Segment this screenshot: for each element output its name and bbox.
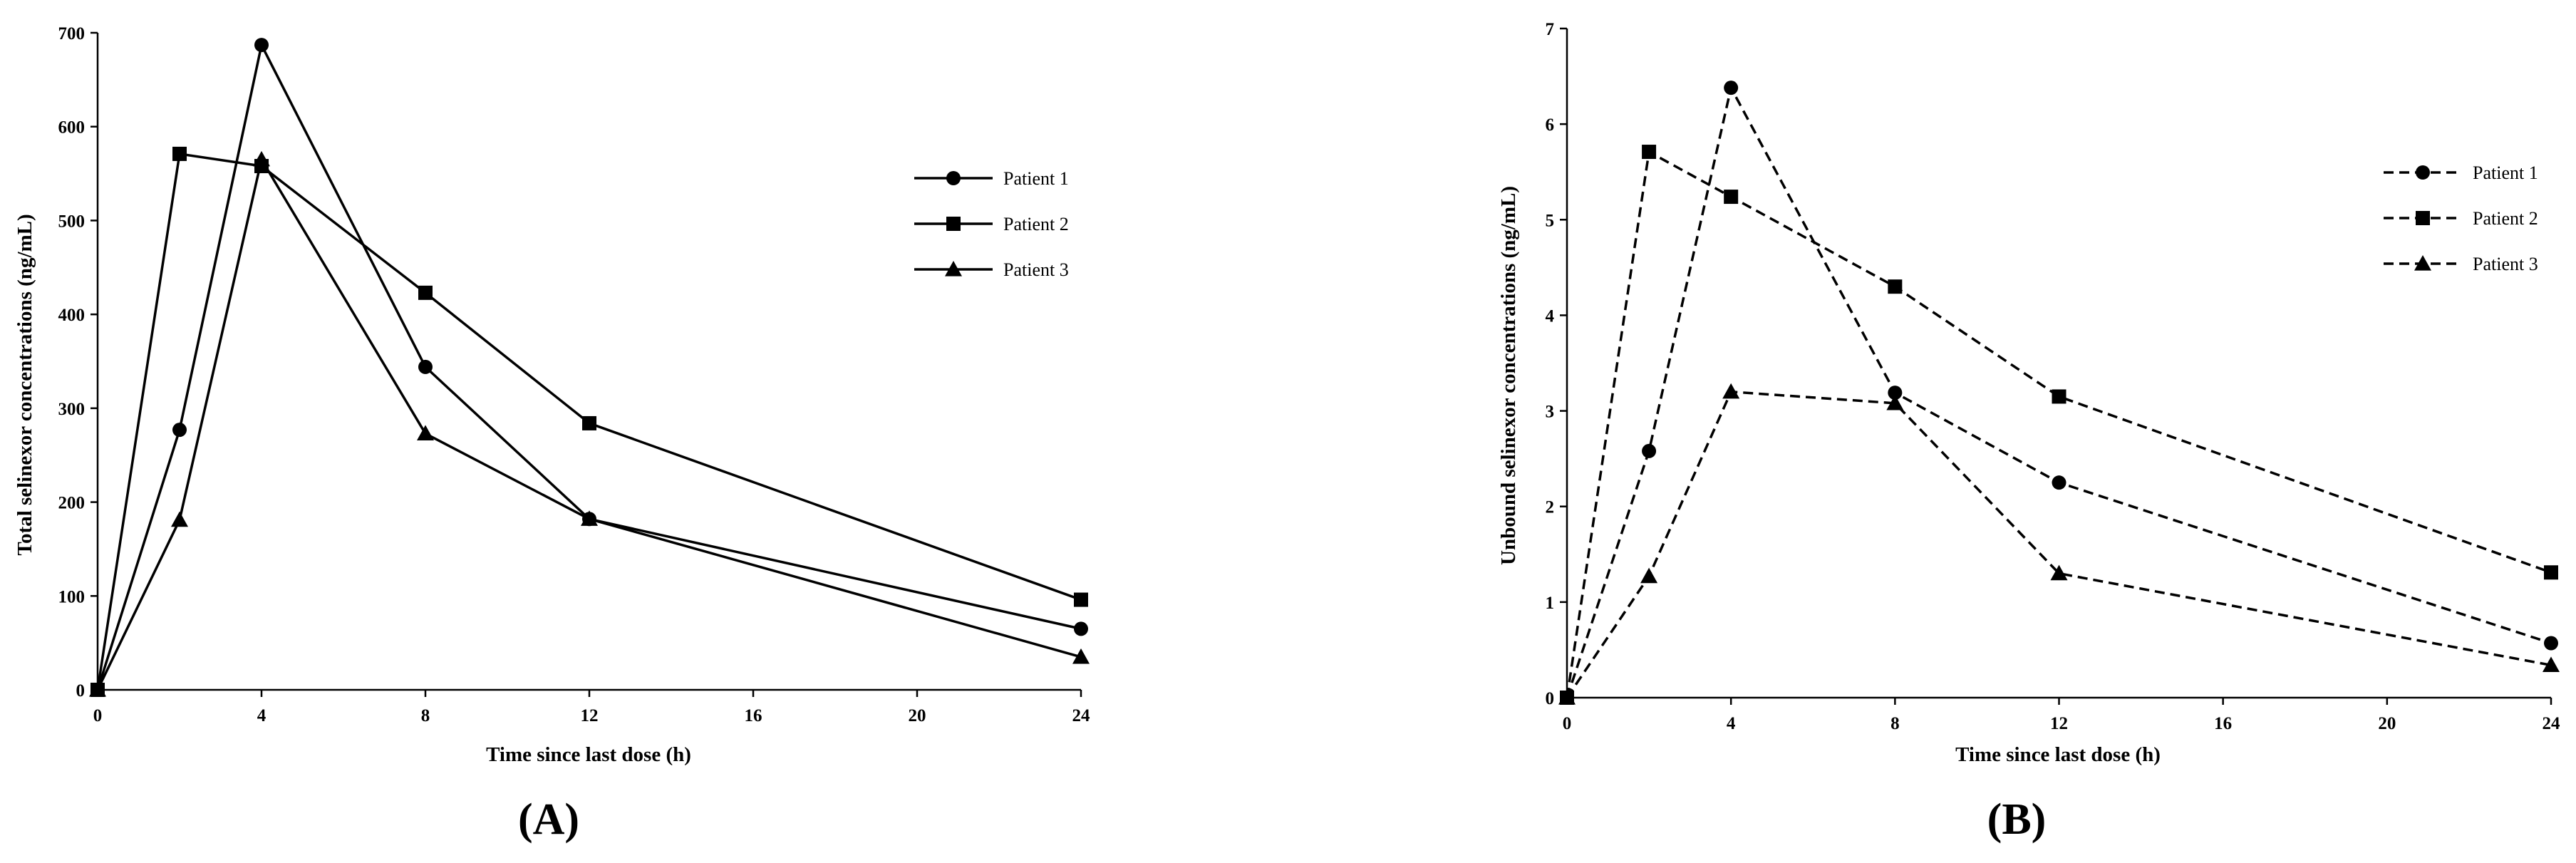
legend-label: Patient 1 [2473, 162, 2538, 183]
data-point-square [2052, 389, 2067, 404]
legend-marker [2416, 165, 2430, 180]
y-tick-label: 7 [1546, 20, 1555, 39]
x-tick-label: 24 [1072, 706, 1091, 725]
x-tick-label: 24 [2543, 714, 2561, 733]
x-tick-label: 12 [581, 706, 599, 725]
data-point-triangle [1640, 567, 1658, 584]
legend-label: Patient 2 [2473, 208, 2538, 229]
series-line-1 [1566, 86, 2552, 698]
y-axis-title: Unbound selinexor concentrations (ng/mL) [1497, 186, 1520, 565]
data-point-square [1642, 145, 1657, 160]
series-line-1 [96, 43, 1082, 691]
legend-label: Patient 3 [1003, 259, 1069, 280]
y-tick-label: 300 [58, 400, 86, 419]
legend-marker [2416, 211, 2430, 225]
y-tick-label: 500 [58, 212, 86, 231]
x-tick-label: 20 [2378, 714, 2396, 733]
y-tick-label: 100 [58, 587, 86, 606]
y-tick-label: 6 [1546, 115, 1555, 135]
x-tick-label: 4 [1727, 714, 1736, 733]
data-point-triangle [89, 681, 106, 697]
y-axis-title: Total selinexor concentrations (ng/mL) [14, 214, 36, 555]
data-point-triangle [253, 150, 270, 167]
series-line-2 [96, 153, 1082, 691]
data-point-square [2544, 565, 2558, 580]
data-point-circle [1074, 621, 1088, 636]
data-point-square [1074, 592, 1088, 607]
x-axis-title: Time since last dose (h) [1955, 743, 2161, 766]
legend-marker [946, 171, 961, 185]
data-point-triangle [2050, 564, 2068, 581]
data-point-circle [2052, 475, 2067, 490]
data-point-triangle [1558, 689, 1576, 705]
series-line-2 [1566, 150, 2552, 698]
series-line-3 [1566, 390, 2552, 698]
data-point-triangle [1886, 394, 1904, 410]
legend-label: Patient 1 [1003, 168, 1069, 189]
x-tick-label: 16 [745, 706, 762, 725]
legend-marker [2414, 255, 2431, 271]
y-tick-label: 700 [58, 24, 86, 43]
x-tick-label: 16 [2214, 714, 2232, 733]
y-tick-label: 1 [1546, 594, 1555, 613]
data-point-square [172, 146, 187, 161]
series-line-3 [96, 158, 1082, 691]
panel-b: Unbound selinexor concentrations (ng/mL)… [1497, 20, 2560, 844]
data-point-circle [2544, 636, 2558, 651]
data-point-square [1724, 190, 1739, 205]
data-point-triangle [581, 510, 598, 526]
data-point-triangle [1722, 383, 1740, 399]
y-tick-label: 4 [1546, 306, 1555, 326]
panel-a: Total selinexor concentrations (ng/mL) T… [14, 24, 1090, 844]
x-tick-label: 4 [257, 706, 267, 725]
data-point-triangle [417, 425, 434, 441]
data-point-circle [172, 423, 187, 438]
x-tick-label: 20 [909, 706, 926, 725]
y-tick-label: 5 [1546, 211, 1555, 230]
x-tick-label: 0 [93, 706, 103, 725]
legend-marker [946, 217, 961, 231]
x-tick-label: 8 [1890, 714, 1900, 733]
y-tick-label: 3 [1546, 403, 1555, 422]
legend-label: Patient 2 [1003, 214, 1069, 234]
data-point-circle [418, 359, 433, 374]
y-tick-label: 0 [1546, 689, 1555, 708]
panel-label: (A) [518, 795, 579, 844]
data-point-square [418, 285, 433, 300]
data-point-square [1888, 279, 1903, 294]
data-point-circle [1888, 386, 1903, 401]
data-point-triangle [1072, 648, 1090, 664]
x-tick-label: 12 [2050, 714, 2068, 733]
y-tick-label: 0 [76, 681, 86, 701]
x-tick-label: 0 [1563, 714, 1572, 733]
y-tick-label: 2 [1546, 498, 1555, 517]
legend-marker [945, 261, 962, 277]
y-tick-label: 400 [58, 306, 86, 325]
legend-label: Patient 3 [2473, 254, 2538, 274]
data-point-circle [1642, 443, 1657, 458]
data-point-triangle [171, 511, 188, 527]
x-tick-label: 8 [421, 706, 430, 725]
data-point-triangle [2543, 656, 2560, 672]
data-point-circle [1724, 81, 1739, 95]
y-tick-label: 200 [58, 494, 86, 513]
y-tick-label: 600 [58, 118, 86, 138]
x-axis-title: Time since last dose (h) [486, 743, 691, 766]
data-point-circle [254, 38, 269, 53]
panel-label: (B) [1987, 795, 2047, 844]
data-point-square [582, 415, 596, 430]
